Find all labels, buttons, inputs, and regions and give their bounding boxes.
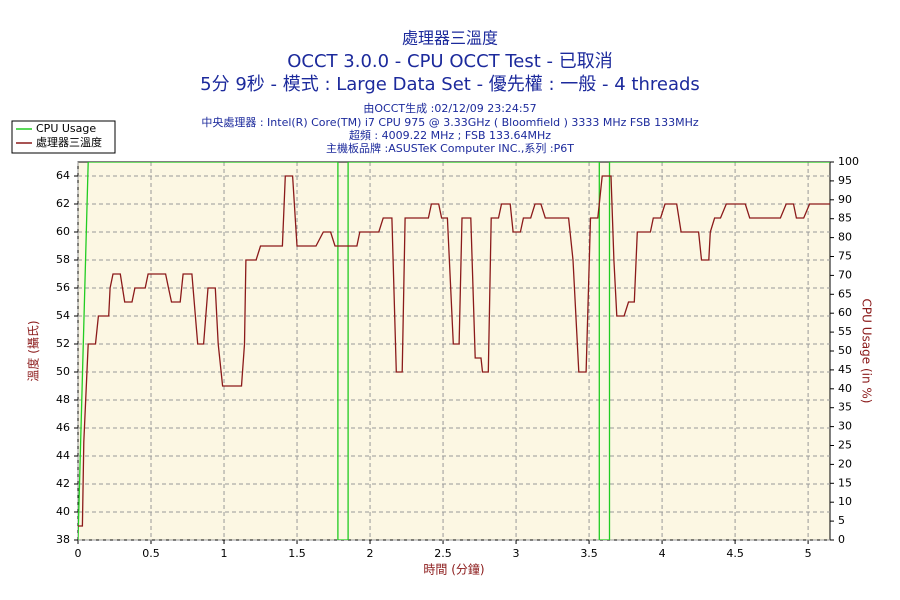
- y2-axis-label: CPU Usage (in %): [860, 299, 874, 404]
- series-line: [78, 175, 830, 527]
- y2-tick-label: 20: [838, 457, 852, 470]
- y-tick-label: 54: [56, 309, 70, 322]
- x-tick-label: 0.5: [142, 547, 160, 560]
- y2-tick-label: 95: [838, 174, 852, 187]
- y-tick-label: 48: [56, 393, 70, 406]
- y2-tick-label: 70: [838, 268, 852, 281]
- y2-tick-label: 100: [838, 155, 859, 168]
- x-axis-label: 時間 (分鐘): [423, 562, 484, 577]
- y-tick-label: 52: [56, 337, 70, 350]
- y2-tick-label: 90: [838, 193, 852, 206]
- y-tick-label: 62: [56, 197, 70, 210]
- y2-tick-label: 75: [838, 250, 852, 263]
- y-tick-label: 64: [56, 169, 70, 182]
- info-line: 中央處理器 : Intel(R) Core(TM) i7 CPU 975 @ 3…: [201, 115, 699, 129]
- chart-subtitle: OCCT 3.0.0 - CPU OCCT Test - 已取消: [287, 51, 613, 72]
- y2-tick-label: 40: [838, 382, 852, 395]
- y2-tick-label: 15: [838, 476, 852, 489]
- y-tick-label: 60: [56, 225, 70, 238]
- x-tick-label: 3.5: [580, 547, 598, 560]
- y2-tick-label: 50: [838, 344, 852, 357]
- y-tick-label: 50: [56, 365, 70, 378]
- legend-label: 處理器三溫度: [36, 135, 102, 149]
- x-tick-label: 3: [513, 547, 520, 560]
- x-tick-label: 1.5: [288, 547, 306, 560]
- y2-tick-label: 5: [838, 514, 845, 527]
- x-tick-label: 0: [75, 547, 82, 560]
- x-tick-label: 4: [659, 547, 666, 560]
- info-line: 由OCCT生成 :02/12/09 23:24:57: [363, 101, 536, 115]
- info-line: 主機板品牌 :ASUSTeK Computer INC.,系列 :P6T: [326, 141, 574, 155]
- legend-label: CPU Usage: [36, 122, 96, 135]
- y-tick-label: 58: [56, 253, 70, 266]
- y-tick-label: 42: [56, 477, 70, 490]
- y2-tick-label: 30: [838, 420, 852, 433]
- y2-tick-label: 25: [838, 439, 852, 452]
- y2-tick-label: 45: [838, 363, 852, 376]
- x-tick-label: 1: [221, 547, 228, 560]
- legend-box: [11, 120, 116, 154]
- plot-area: [77, 161, 831, 541]
- y2-tick-label: 0: [838, 533, 845, 546]
- y-tick-label: 56: [56, 281, 70, 294]
- x-tick-label: 5: [805, 547, 812, 560]
- x-tick-label: 4.5: [726, 547, 744, 560]
- chart-title: 處理器三溫度: [402, 29, 498, 48]
- series-line: [78, 162, 830, 540]
- y-tick-label: 46: [56, 421, 70, 434]
- y2-tick-label: 80: [838, 231, 852, 244]
- y2-tick-label: 85: [838, 212, 852, 225]
- y-tick-label: 44: [56, 449, 70, 462]
- y-tick-label: 38: [56, 533, 70, 546]
- y2-tick-label: 10: [838, 495, 852, 508]
- y2-tick-label: 60: [838, 306, 852, 319]
- info-line: 超頻 : 4009.22 MHz ; FSB 133.64MHz: [349, 128, 551, 142]
- y2-tick-label: 35: [838, 401, 852, 414]
- x-tick-label: 2.5: [434, 547, 452, 560]
- y2-tick-label: 55: [838, 325, 852, 338]
- y-tick-label: 40: [56, 505, 70, 518]
- y2-tick-label: 65: [838, 287, 852, 300]
- chart-subtitle: 5分 9秒 - 模式 : Large Data Set - 優先權 : 一般 -…: [200, 74, 700, 95]
- x-tick-label: 2: [367, 547, 374, 560]
- y-axis-label: 溫度 (攝氏): [26, 320, 41, 381]
